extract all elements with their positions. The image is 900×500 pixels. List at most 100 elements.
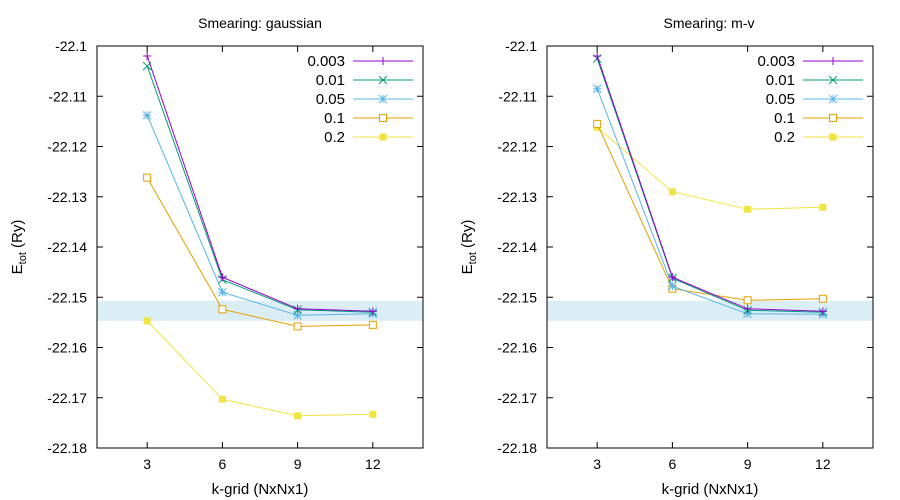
marker-square-filled xyxy=(294,412,302,420)
legend-label: 0.003 xyxy=(757,53,795,70)
marker-plus xyxy=(368,307,377,316)
y-tick-label: -22.15 xyxy=(497,289,537,305)
y-tick-label: -22.13 xyxy=(497,189,537,205)
x-tick-label: 6 xyxy=(218,456,226,472)
marker-square-filled xyxy=(218,395,226,403)
y-tick-label: -22.13 xyxy=(47,189,87,205)
x-tick-label: 3 xyxy=(143,456,151,472)
series-0.1 xyxy=(143,173,377,331)
series-0.003 xyxy=(593,52,827,316)
chart-panel-2: -22.1 -22.11 -22.12 -22.13 -22.14 -22.15 -22.1… xyxy=(459,15,874,498)
marker-plus xyxy=(593,52,602,61)
legend-label: 0.1 xyxy=(324,110,345,127)
marker-star xyxy=(668,281,677,291)
marker-square-filled xyxy=(744,205,752,213)
marker-plus xyxy=(293,304,302,313)
convergence-band xyxy=(97,300,423,321)
marker-plus xyxy=(379,57,387,65)
marker-plus xyxy=(818,307,827,316)
legend-label: 0.003 xyxy=(307,53,345,70)
legend: 0.003 0.01 0.05 0.1 0.2 xyxy=(757,53,863,146)
y-tick-label: -22.14 xyxy=(47,239,87,255)
marker-square-filled xyxy=(668,188,676,196)
series-line xyxy=(146,55,373,312)
legend-label: 0.05 xyxy=(766,91,795,108)
marker-plus xyxy=(218,273,227,282)
series-line xyxy=(596,127,823,210)
series-line xyxy=(146,115,373,316)
y-tick-label: -22.12 xyxy=(497,139,537,155)
x-tick-label: 9 xyxy=(294,456,302,472)
legend-label: 0.2 xyxy=(324,129,345,146)
marker-cross xyxy=(828,75,838,85)
marker-cross xyxy=(378,75,388,85)
marker-square-open xyxy=(368,320,377,329)
marker-square-open xyxy=(743,296,752,305)
legend-label: 0.01 xyxy=(766,72,795,89)
y-axis-label-subscript: tot xyxy=(17,252,29,264)
plot-frame xyxy=(546,45,874,449)
marker-square-filled xyxy=(379,133,387,141)
marker-star xyxy=(378,94,388,104)
marker-star xyxy=(142,110,152,120)
x-tick-label: 3 xyxy=(593,456,601,472)
marker-square-open xyxy=(818,294,827,303)
y-tick-label: -22.14 xyxy=(497,239,537,255)
marker-square-open xyxy=(293,322,302,331)
x-tick-label: 6 xyxy=(668,456,676,472)
y-tick-label: -22.12 xyxy=(47,139,87,155)
y-tick-label: -22.11 xyxy=(48,88,87,104)
y-tick-label: -22.15 xyxy=(47,289,87,305)
marker-square-filled xyxy=(829,133,837,141)
marker-star xyxy=(592,84,602,94)
marker-plus xyxy=(668,273,677,282)
y-tick-label: -22.11 xyxy=(498,88,537,104)
legend-label: 0.05 xyxy=(316,91,345,108)
series-line xyxy=(596,88,823,315)
marker-plus xyxy=(829,57,837,65)
y-tick-label: -22.17 xyxy=(47,390,87,406)
chart-title: Smearing: gaussian xyxy=(198,15,322,31)
legend-label: 0.01 xyxy=(316,72,345,89)
y-tick-label: -22.16 xyxy=(497,340,537,356)
y-tick-label: -22.1 xyxy=(505,38,537,54)
y-tick-label: -22.1 xyxy=(55,38,87,54)
marker-square-filled xyxy=(143,317,151,325)
marker-star xyxy=(218,287,227,297)
series-line xyxy=(146,65,373,313)
series-0.003 xyxy=(143,52,377,316)
marker-square-open xyxy=(593,119,602,128)
x-tick-label: 12 xyxy=(815,456,831,472)
y-axis-label-unit: (Ry) xyxy=(9,220,26,253)
plot-frame xyxy=(96,45,424,449)
y-tick-label: -22.17 xyxy=(497,390,537,406)
y-tick-label: -22.18 xyxy=(47,440,87,456)
x-tick-label: 9 xyxy=(744,456,752,472)
marker-square-open xyxy=(143,173,152,182)
y-axis-label: Etot (Ry) xyxy=(459,220,479,275)
y-axis-label-main: E xyxy=(9,264,26,274)
y-axis-label-main: E xyxy=(459,264,476,274)
chart-panel-1: -22.1 -22.11 -22.12 -22.13 -22.14 -22.15 -22.1… xyxy=(9,15,424,498)
series-line xyxy=(596,58,823,313)
series-line xyxy=(146,177,373,327)
marker-square-open xyxy=(829,114,837,122)
y-tick-label: -22.18 xyxy=(497,440,537,456)
marker-square-filled xyxy=(819,203,827,211)
marker-star xyxy=(743,309,752,319)
marker-square-filled xyxy=(369,410,377,418)
marker-star xyxy=(828,94,838,104)
series-line xyxy=(596,123,823,301)
marker-plus xyxy=(143,52,152,61)
marker-plus xyxy=(743,304,752,313)
y-tick-label: -22.16 xyxy=(47,340,87,356)
series-line xyxy=(596,55,823,312)
series-0.2 xyxy=(143,317,377,420)
legend-label: 0.1 xyxy=(774,110,795,127)
x-axis-label: k-grid (NxNx1) xyxy=(662,481,759,498)
y-axis-label-unit: (Ry) xyxy=(459,220,476,253)
x-tick-label: 12 xyxy=(365,456,381,472)
y-axis-label-subscript: tot xyxy=(467,252,479,264)
marker-star xyxy=(293,310,302,320)
